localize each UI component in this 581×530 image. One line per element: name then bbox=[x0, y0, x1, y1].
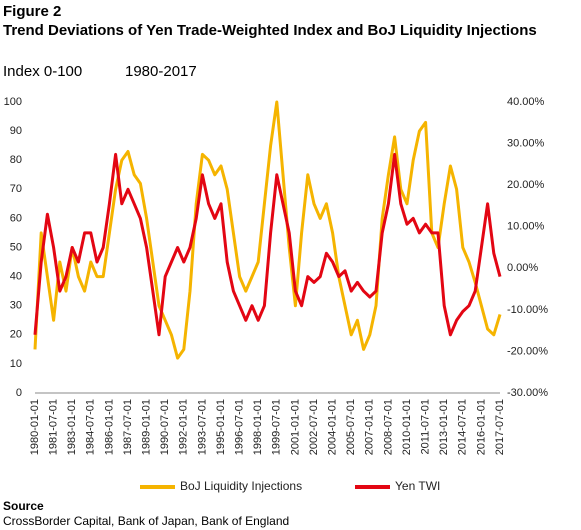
series-line bbox=[33, 152, 502, 337]
y2-tick-label: -10.00% bbox=[507, 304, 548, 316]
y-tick-label: 50 bbox=[10, 241, 22, 253]
y-axis-label: Index 0-100 bbox=[3, 63, 83, 80]
figure-label: Figure 2 bbox=[3, 3, 62, 20]
y2-tick-label: 30.00% bbox=[507, 137, 545, 149]
subtitle: 1980-2017 bbox=[125, 63, 197, 80]
x-tick-label: 1980-01-01 bbox=[29, 399, 41, 455]
y-tick-label: 90 bbox=[10, 125, 22, 137]
x-tick-label: 1986-01-01 bbox=[103, 399, 115, 455]
legend-label: BoJ Liquidity Injections bbox=[180, 479, 302, 493]
x-tick-label: 2010-01-01 bbox=[401, 399, 413, 455]
x-tick-label: 2016-01-01 bbox=[475, 399, 487, 455]
y-tick-label: 100 bbox=[4, 96, 22, 108]
x-tick-label: 1981-07-01 bbox=[48, 399, 60, 455]
x-tick-label: 1983-01-01 bbox=[66, 399, 78, 455]
legend-label: Yen TWI bbox=[395, 479, 440, 493]
chart-title: Trend Deviations of Yen Trade-Weighted I… bbox=[3, 22, 537, 39]
y2-tick-label: 0.00% bbox=[507, 262, 538, 274]
x-tick-label: 2013-01-01 bbox=[438, 399, 450, 455]
y-tick-label: 80 bbox=[10, 154, 22, 166]
x-tick-label: 1990-07-01 bbox=[159, 399, 171, 455]
x-tick-label: 1999-07-01 bbox=[271, 399, 283, 455]
x-tick-label: 2017-07-01 bbox=[494, 399, 506, 455]
y2-tick-label: 20.00% bbox=[507, 179, 545, 191]
x-tick-label: 1996-07-01 bbox=[234, 399, 246, 455]
x-tick-label: 1989-01-01 bbox=[141, 399, 153, 455]
x-tick-label: 1998-01-01 bbox=[252, 399, 264, 455]
y-tick-label: 10 bbox=[10, 358, 22, 370]
x-tick-label: 2001-01-01 bbox=[289, 399, 301, 455]
x-tick-label: 1992-01-01 bbox=[178, 399, 190, 455]
x-tick-label: 2005-07-01 bbox=[345, 399, 357, 455]
x-tick-label: 2014-07-01 bbox=[457, 399, 469, 455]
y2-tick-label: -20.00% bbox=[507, 345, 548, 357]
x-tick-label: 2004-01-01 bbox=[327, 399, 339, 455]
series-line bbox=[33, 100, 502, 360]
x-tick-label: 1995-01-01 bbox=[215, 399, 227, 455]
x-tick-label: 2007-01-01 bbox=[364, 399, 376, 455]
y2-tick-label: 10.00% bbox=[507, 221, 545, 233]
x-tick-label: 2011-07-01 bbox=[420, 399, 432, 454]
x-tick-label: 2008-07-01 bbox=[382, 399, 394, 455]
y-tick-label: 60 bbox=[10, 212, 22, 224]
source-label: Source bbox=[3, 499, 44, 513]
y-tick-label: 0 bbox=[16, 387, 22, 399]
y2-tick-label: 40.00% bbox=[507, 96, 545, 108]
y2-tick-label: -30.00% bbox=[507, 387, 548, 399]
source: CrossBorder Capital, Bank of Japan, Bank… bbox=[3, 514, 290, 528]
x-tick-label: 1984-07-01 bbox=[85, 399, 97, 455]
y-tick-label: 40 bbox=[10, 271, 22, 283]
x-tick-label: 1987-07-01 bbox=[122, 399, 134, 455]
y-tick-label: 30 bbox=[10, 300, 22, 312]
x-tick-label: 2002-07-01 bbox=[308, 399, 320, 455]
y-tick-label: 20 bbox=[10, 329, 22, 341]
x-tick-label: 1993-07-01 bbox=[196, 399, 208, 455]
y-tick-label: 70 bbox=[10, 183, 22, 195]
